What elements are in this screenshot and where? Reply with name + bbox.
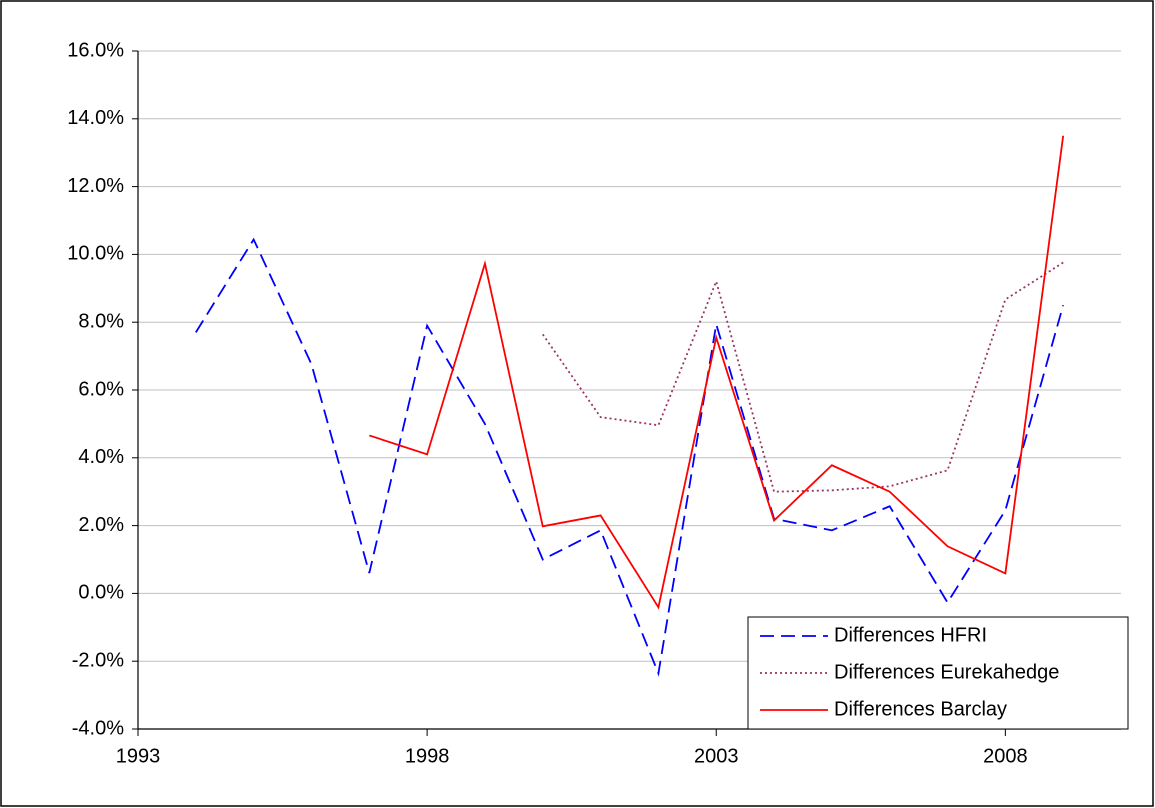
legend: Differences HFRI Differences Eurekahedge D… <box>747 616 1129 730</box>
x-tick-label: 2003 <box>694 745 739 767</box>
x-tick-label: 1993 <box>116 745 161 767</box>
y-tick-label: 0.0% <box>78 582 124 604</box>
y-tick-label: -2.0% <box>72 649 124 671</box>
y-tick-label: 4.0% <box>78 446 124 468</box>
y-tick-label: 14.0% <box>67 107 124 129</box>
series-line <box>195 237 1065 677</box>
y-tick-label: 16.0% <box>67 39 124 61</box>
x-tick-label: 2008 <box>983 745 1028 767</box>
y-tick-label: 12.0% <box>67 175 124 197</box>
y-tick-label: -4.0% <box>72 717 124 739</box>
x-tick-label: 1998 <box>405 745 450 767</box>
legend-label: Differences Barclay <box>834 698 1007 720</box>
legend-label: Differences HFRI <box>834 624 987 646</box>
y-tick-label: 8.0% <box>78 310 124 332</box>
y-tick-label: 6.0% <box>78 378 124 400</box>
legend-label: Differences Eurekahedge <box>834 661 1059 683</box>
series-line <box>369 135 1065 610</box>
y-tick-label: 10.0% <box>67 243 124 265</box>
y-tick-label: 2.0% <box>78 514 124 536</box>
series-line <box>542 261 1064 493</box>
